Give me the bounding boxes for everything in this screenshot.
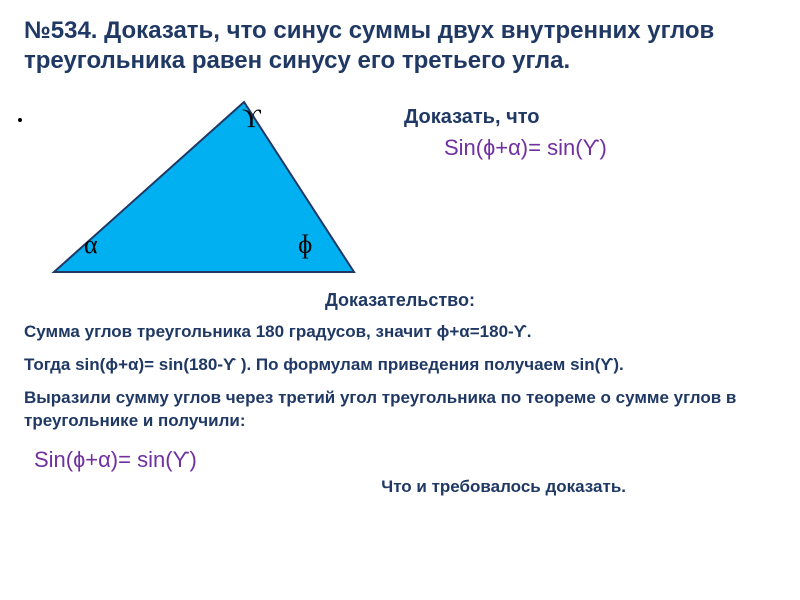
proof-line-2: Тогда sin(ɸ+α)= sin(180-ϒ ). По формулам… [24, 354, 776, 377]
triangle-figure: α ɸ ϒ [24, 82, 384, 292]
angle-phi-label: ɸ [298, 230, 312, 260]
bullet-dot [18, 118, 22, 122]
proof-line-3: Выразили сумму углов через третий угол т… [24, 387, 776, 433]
prove-block: Доказать, что Sin(ɸ+α)= sin(ϒ) [404, 82, 607, 161]
qed-formula: Sin(ɸ+α)= sin(ϒ) [24, 447, 776, 473]
proof-line-1: Сумма углов треугольника 180 градусов, з… [24, 321, 776, 344]
prove-formula: Sin(ɸ+α)= sin(ϒ) [404, 135, 607, 161]
triangle-svg [24, 82, 384, 292]
content-row: α ɸ ϒ Доказать, что Sin(ɸ+α)= sin(ϒ) [24, 82, 776, 292]
problem-title: №534. Доказать, что синус суммы двух вну… [24, 16, 776, 76]
angle-alpha-label: α [84, 230, 98, 260]
qed-text: Что и требовалось доказать. [24, 477, 776, 497]
prove-label: Доказать, что [404, 106, 607, 129]
proof-heading: Доказательство: [24, 290, 776, 311]
angle-gamma-label: ϒ [242, 104, 261, 134]
